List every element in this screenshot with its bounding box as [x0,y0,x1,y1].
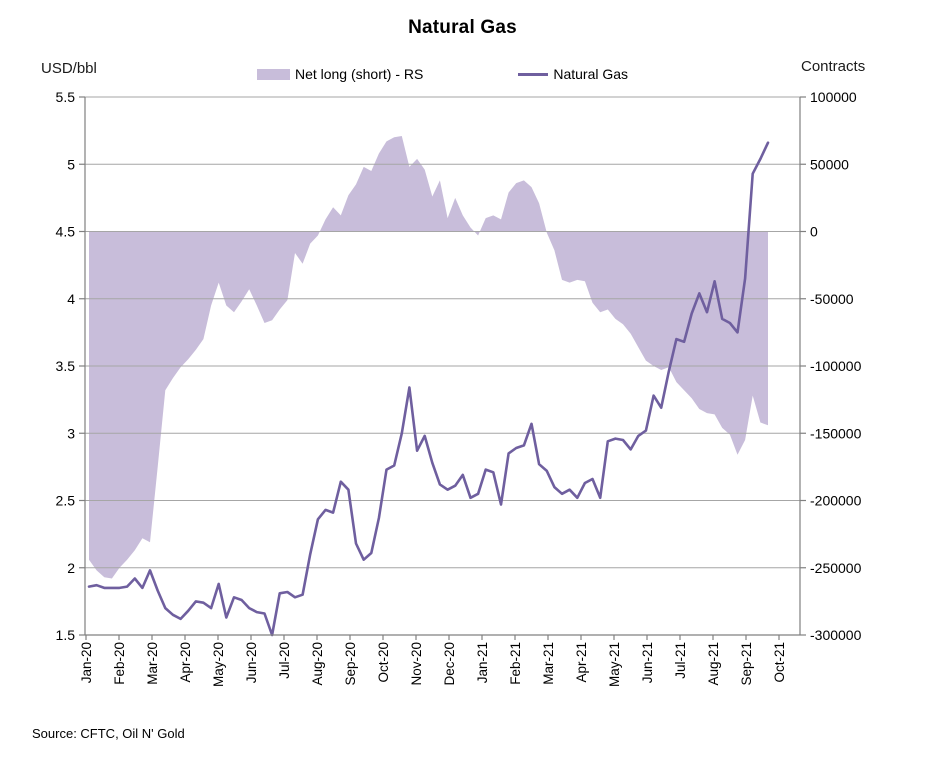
legend-item-natural-gas: Natural Gas [518,66,628,82]
legend-label-net-long: Net long (short) - RS [294,66,424,82]
right-axis-tick-label: 100000 [810,89,857,105]
x-axis-tick-label: Aug-20 [310,642,325,686]
x-axis-tick-label: Oct-20 [376,642,391,683]
line-swatch-icon [518,72,549,76]
x-axis-tick-label: Aug-21 [706,642,721,686]
left-axis-title: USD/bbl [41,60,97,77]
chart-legend: Net long (short) - RS Natural Gas [85,66,800,82]
legend-label-natural-gas: Natural Gas [553,66,629,82]
left-axis-tick-label: 2.5 [56,493,76,509]
x-axis-tick-label: Jan-20 [79,642,94,683]
x-axis-tick-label: Jul-21 [673,642,688,679]
right-axis-tick-label: -200000 [810,493,862,509]
left-axis-tick-label: 4.5 [56,224,76,240]
x-axis-tick-label: Dec-20 [442,642,457,686]
source-note: Source: CFTC, Oil N' Gold [32,726,185,741]
right-axis-tick-label: -300000 [810,627,862,643]
left-axis-tick-label: 2 [67,560,75,576]
left-axis-tick-label: 5.5 [56,89,76,105]
x-axis-tick-label: Sep-20 [343,642,358,686]
x-axis-tick-label: Apr-20 [178,642,193,683]
x-axis-tick-label: Jun-21 [640,642,655,683]
x-axis-tick-label: Jul-20 [277,642,292,679]
chart-title: Natural Gas [408,17,517,38]
right-axis-tick-label: 0 [810,224,818,240]
legend-item-net-long: Net long (short) - RS [256,66,424,82]
x-axis-tick-label: Jun-20 [244,642,259,683]
area-swatch-icon [256,68,290,80]
x-axis-tick-label: Mar-20 [145,642,160,685]
left-axis-tick-label: 5 [67,156,75,172]
x-axis-tick-label: Apr-21 [574,642,589,683]
x-axis-tick-label: May-20 [211,642,226,687]
right-axis-title: Contracts [801,58,866,75]
right-axis-tick-label: -250000 [810,560,862,576]
right-axis-tick-label: -100000 [810,358,862,374]
x-axis-tick-label: Sep-21 [739,642,754,686]
left-axis-tick-label: 3 [67,425,75,441]
x-axis-tick-label: Oct-21 [772,642,787,683]
left-axis-tick-label: 3.5 [56,358,76,374]
x-axis-tick-label: Feb-21 [508,642,523,685]
right-axis-tick-label: -150000 [810,425,862,441]
x-axis-tick-label: Mar-21 [541,642,556,685]
left-axis-tick-label: 1.5 [56,627,76,643]
right-axis-tick-label: -50000 [810,291,854,307]
net-long-area [89,136,768,579]
x-axis-tick-label: Nov-20 [409,642,424,686]
right-axis-tick-label: 50000 [810,156,849,172]
x-axis-tick-label: May-21 [607,642,622,687]
x-axis-tick-label: Feb-20 [112,642,127,685]
x-axis-tick-label: Jan-21 [475,642,490,683]
natural-gas-line [87,141,770,637]
left-axis-tick-label: 4 [67,291,75,307]
